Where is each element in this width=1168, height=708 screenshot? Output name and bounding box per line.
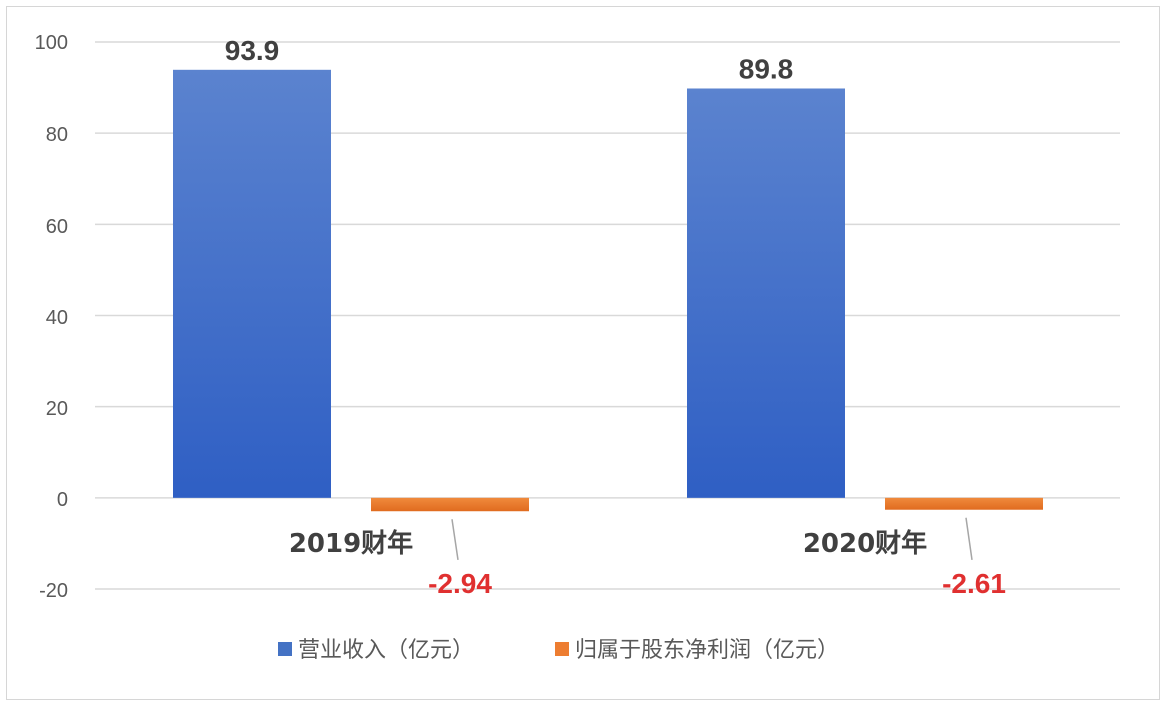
y-tick-label: 100: [35, 32, 68, 54]
y-tick-label: 80: [46, 124, 68, 146]
y-axis: 100 80 60 40 20 0 -20: [35, 32, 68, 602]
leader-line: [451, 519, 459, 560]
data-label-revenue-2019: 93.9: [225, 35, 280, 66]
bar-revenue-2019: [173, 69, 331, 498]
data-label-revenue-2020: 89.8: [739, 53, 794, 84]
legend: 营业收入（亿元） 归属于股东净利润（亿元）: [278, 638, 839, 663]
legend-swatch-revenue: [278, 642, 292, 656]
data-label-profit-2019: -2.94: [428, 568, 492, 599]
legend-swatch-profit: [555, 642, 569, 656]
bar-profit-2019: [371, 497, 529, 512]
data-label-profit-2020: -2.61: [942, 568, 1006, 599]
y-tick-label: 60: [46, 216, 68, 238]
leader-line: [965, 517, 973, 560]
legend-label-revenue: 营业收入（亿元）: [298, 638, 474, 663]
bars: [173, 69, 1043, 512]
x-category-label: 2020财年: [803, 528, 927, 559]
y-tick-label: 0: [57, 489, 68, 511]
y-tick-label: 40: [46, 307, 68, 329]
y-tick-label: -20: [39, 580, 68, 602]
leader-lines: [451, 517, 973, 560]
x-category-label: 2019财年: [289, 528, 413, 559]
bar-profit-2020: [885, 497, 1043, 510]
x-axis: 2019财年 2020财年: [289, 528, 927, 559]
bar-revenue-2020: [687, 88, 845, 498]
y-tick-label: 20: [46, 398, 68, 420]
data-labels: 93.9 89.8 -2.94 -2.61: [225, 35, 1006, 599]
legend-label-profit: 归属于股东净利润（亿元）: [575, 638, 839, 663]
